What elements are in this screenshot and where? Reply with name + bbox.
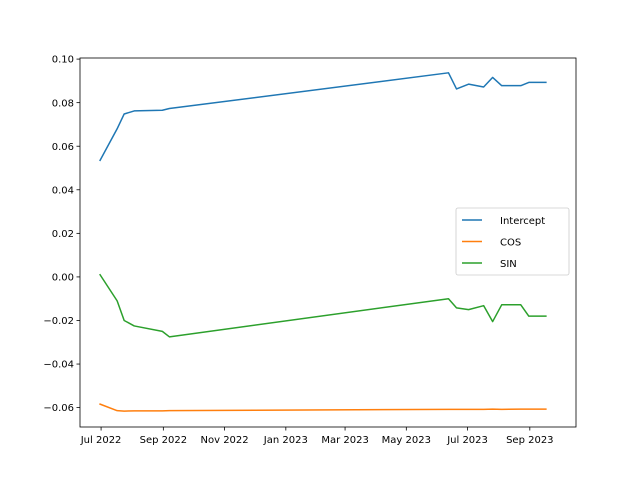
y-tick-label: −0.06 xyxy=(43,403,74,414)
y-tick-label: 0.04 xyxy=(52,185,74,196)
legend-label-sin: SIN xyxy=(500,259,517,270)
y-tick-label: −0.02 xyxy=(43,316,74,327)
x-tick-label: Nov 2022 xyxy=(201,435,249,446)
axes-frame xyxy=(79,57,577,428)
y-tick-label: 0.00 xyxy=(52,273,74,284)
series-line-intercept xyxy=(99,72,547,162)
y-axis: 0.10 0.08 0.06 0.04 0.02 0.00 −0.02 −0.04 −0.06 xyxy=(43,55,80,414)
y-tick-label: −0.04 xyxy=(43,360,74,371)
x-tick-label: Sep 2023 xyxy=(506,435,553,446)
x-tick-label: Sep 2022 xyxy=(140,435,187,446)
y-tick-label: 0.08 xyxy=(52,98,74,109)
x-tick-label: Mar 2023 xyxy=(321,435,369,446)
x-axis: Jul 2022 Sep 2022 Nov 2022 Jan 2023 Mar 2023… xyxy=(80,427,554,446)
x-tick-label: Jul 2022 xyxy=(80,435,122,446)
x-tick-label: Jan 2023 xyxy=(263,435,308,446)
legend-label-cos: COS xyxy=(500,237,521,248)
legend: Intercept COS SIN xyxy=(455,207,570,276)
x-tick-label: Jul 2023 xyxy=(446,435,488,446)
y-tick-label: 0.02 xyxy=(52,229,74,240)
x-tick-label: May 2023 xyxy=(382,435,431,446)
legend-box xyxy=(455,207,570,276)
series-layer xyxy=(99,72,547,412)
series-line-sin xyxy=(99,273,547,338)
y-tick-label: 0.10 xyxy=(52,55,74,66)
legend-label-intercept: Intercept xyxy=(500,216,545,227)
series-line-cos xyxy=(99,403,547,412)
y-tick-label: 0.06 xyxy=(52,142,74,153)
